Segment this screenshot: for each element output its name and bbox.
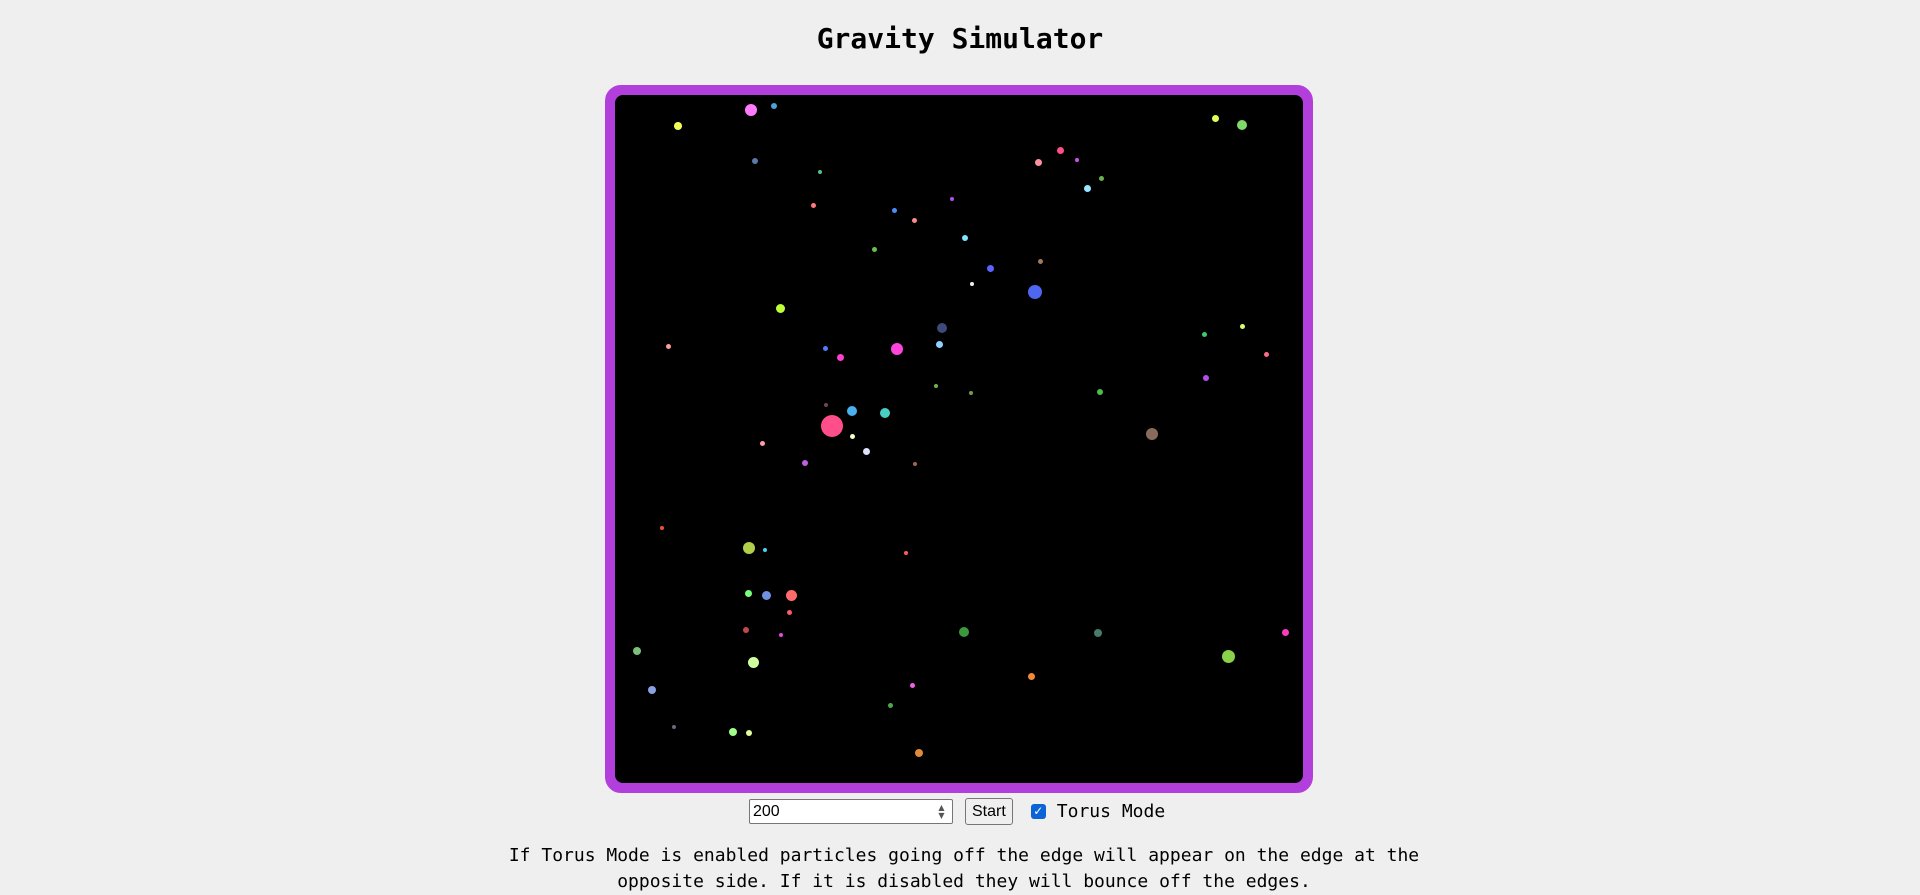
particle xyxy=(1146,428,1158,440)
particle xyxy=(759,440,765,446)
particle xyxy=(810,202,816,208)
particle xyxy=(986,264,994,272)
particle-count-value: 200 xyxy=(753,802,780,820)
particle xyxy=(818,170,822,174)
particle xyxy=(1037,258,1043,264)
particle xyxy=(822,345,828,351)
particle xyxy=(746,730,752,736)
particle xyxy=(913,462,917,466)
particle xyxy=(824,403,828,407)
controls-bar: 200 ▲ ▼ Start ✓ Torus Mode xyxy=(749,798,1165,825)
particle xyxy=(862,447,870,455)
particle xyxy=(660,526,664,530)
particle xyxy=(891,207,897,213)
particle xyxy=(633,647,641,655)
particle xyxy=(1097,389,1103,395)
particle xyxy=(871,246,877,252)
checkmark-icon: ✓ xyxy=(1033,804,1044,818)
particle xyxy=(836,353,844,361)
particle xyxy=(880,408,890,418)
particle xyxy=(970,282,974,286)
particle xyxy=(1028,285,1042,299)
particle xyxy=(729,728,737,736)
description-text: If Torus Mode is enabled particles going… xyxy=(508,845,1420,892)
start-button[interactable]: Start xyxy=(965,798,1013,825)
particle xyxy=(1263,351,1269,357)
particle xyxy=(743,627,749,633)
particle xyxy=(904,551,908,555)
particle xyxy=(915,749,923,757)
torus-mode-label[interactable]: Torus Mode xyxy=(1056,801,1166,822)
particle xyxy=(821,415,843,437)
particle xyxy=(1281,628,1289,636)
particle xyxy=(1203,375,1209,381)
particle xyxy=(887,702,893,708)
particle xyxy=(891,343,903,355)
particle-count-input[interactable]: 200 ▲ ▼ xyxy=(749,799,953,824)
particle xyxy=(674,122,682,130)
particle xyxy=(665,343,671,349)
particle xyxy=(771,103,777,109)
particle xyxy=(1221,649,1235,663)
simulation-canvas[interactable] xyxy=(615,95,1303,783)
particle xyxy=(1034,158,1042,166)
particle xyxy=(1239,323,1245,329)
particle xyxy=(935,340,943,348)
particle xyxy=(934,384,938,388)
particle xyxy=(937,323,947,333)
particle xyxy=(802,460,808,466)
particle xyxy=(1211,114,1219,122)
particle xyxy=(779,633,783,637)
number-spinner[interactable]: ▲ ▼ xyxy=(934,802,949,821)
particle xyxy=(950,197,954,201)
particle xyxy=(1201,331,1207,337)
particle xyxy=(1094,629,1102,637)
particle xyxy=(911,217,917,223)
simulation-frame xyxy=(605,85,1313,793)
particle xyxy=(847,406,857,416)
particle xyxy=(744,589,752,597)
particle xyxy=(1098,175,1104,181)
particle xyxy=(763,548,767,552)
particle xyxy=(909,682,915,688)
particle xyxy=(775,303,785,313)
particle xyxy=(962,235,968,241)
particle xyxy=(1083,184,1091,192)
particle xyxy=(1027,672,1035,680)
spinner-up-icon[interactable]: ▲ xyxy=(938,802,945,812)
particle xyxy=(672,725,676,729)
particle xyxy=(1075,158,1079,162)
particle xyxy=(786,609,792,615)
spinner-down-icon[interactable]: ▼ xyxy=(938,810,945,820)
particle xyxy=(959,627,969,637)
particle xyxy=(785,589,797,601)
particle xyxy=(745,104,757,116)
particle xyxy=(1237,120,1247,130)
particle xyxy=(849,433,855,439)
particle xyxy=(648,686,656,694)
particle xyxy=(761,590,771,600)
page-title: Gravity Simulator xyxy=(816,22,1104,55)
particle xyxy=(969,391,973,395)
particle xyxy=(747,656,759,668)
particle xyxy=(752,158,758,164)
torus-mode-checkbox[interactable]: ✓ xyxy=(1030,804,1046,819)
particle xyxy=(1056,146,1064,154)
particle xyxy=(743,542,755,554)
